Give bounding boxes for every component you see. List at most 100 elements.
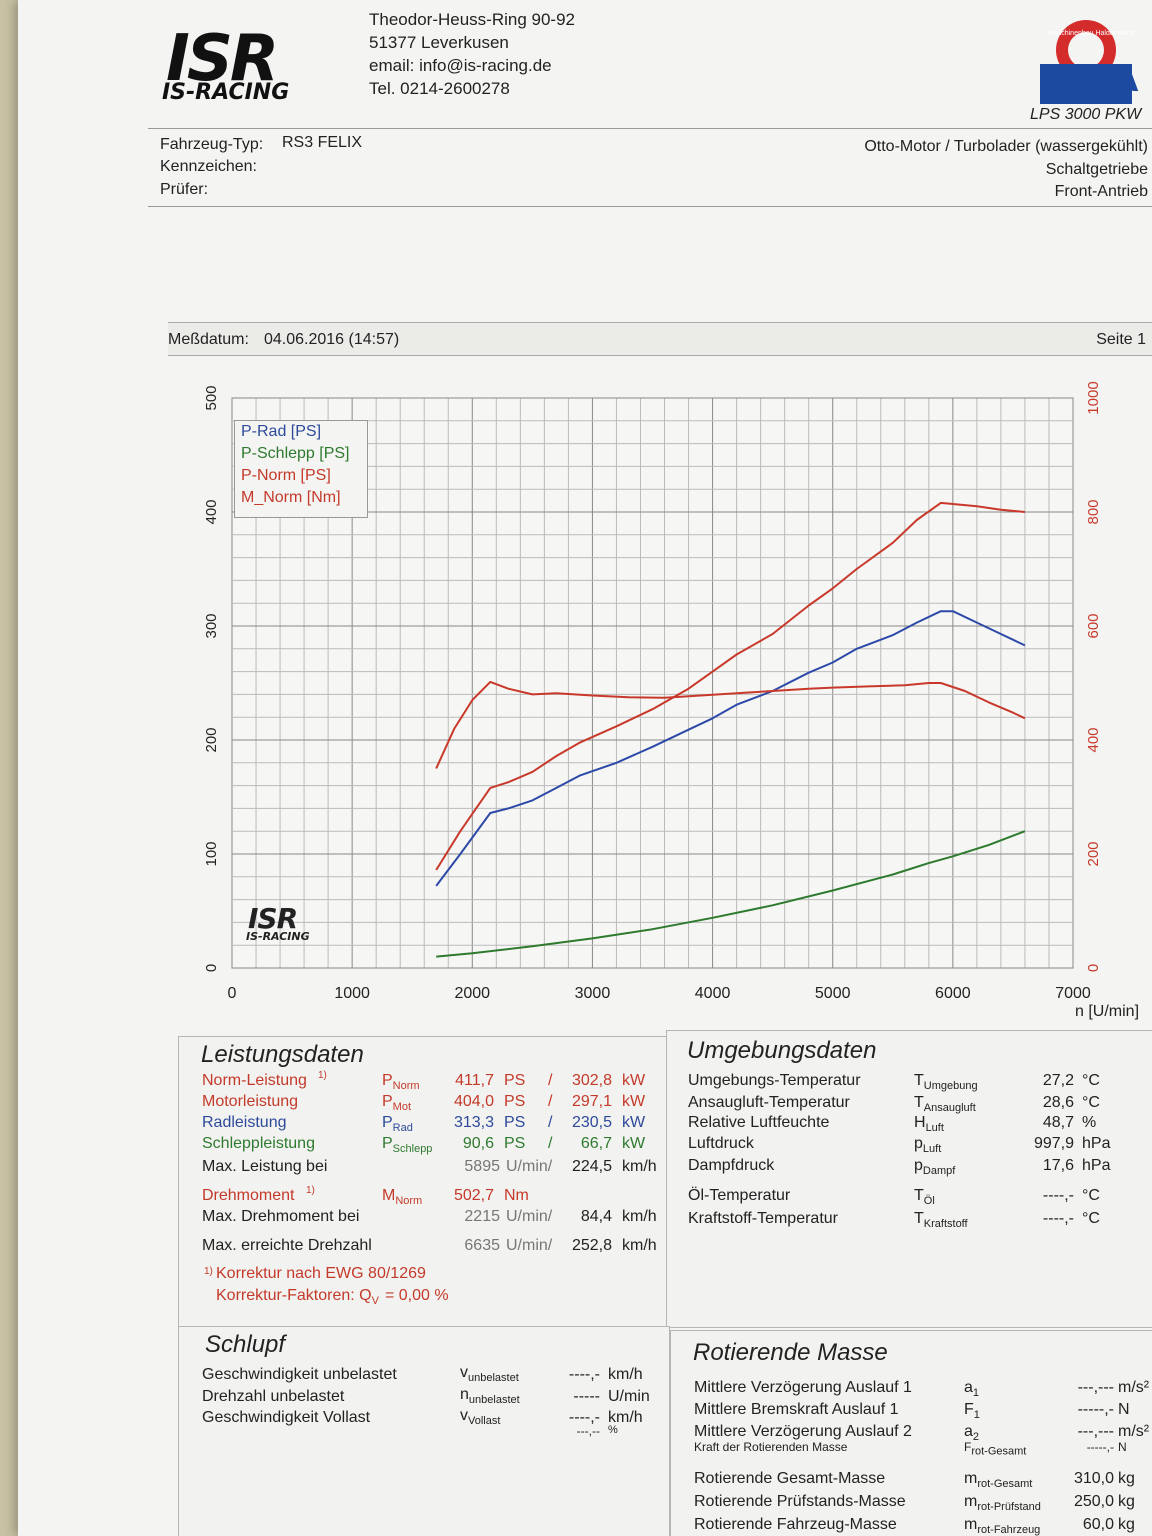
model-label: LPS 3000 PKW (1030, 106, 1142, 123)
max-rpm: 6635 (464, 1237, 500, 1254)
page-number: Seite 1 (1096, 331, 1146, 348)
slip-label: Drehzahl unbelastet (202, 1388, 345, 1405)
mass-unit: m/s² (1118, 1379, 1150, 1396)
env-symbol: TKraftstoff (914, 1210, 968, 1231)
date-value: 04.06.2016 (14:57) (264, 331, 400, 348)
x-tick-label: 0 (228, 985, 237, 1002)
leistung-title: Leistungsdaten (201, 1041, 364, 1068)
measure-bar: Meßdatum: 04.06.2016 (14:57) Seite 1 (168, 322, 1152, 356)
env-label: Umgebungs-Temperatur (688, 1072, 861, 1089)
separator: / (548, 1072, 553, 1089)
torque-unit: Nm (504, 1187, 529, 1204)
slip-value: ----- (573, 1388, 600, 1405)
env-value: 17,6 (1042, 1157, 1074, 1174)
power-kw-unit: kW (622, 1114, 646, 1131)
torque-symbol: MNorm (382, 1187, 423, 1208)
legend-p-norm: P-Norm [PS] (241, 467, 331, 484)
env-value: ----,- (1042, 1210, 1074, 1227)
chart-logo-sub: IS-RACING (246, 930, 310, 943)
y-left-tick-label: 400 (203, 499, 220, 524)
power-ps-value: 313,3 (453, 1114, 494, 1131)
power-symbol: PRad (382, 1114, 413, 1135)
divider (148, 206, 1152, 207)
separator: / (548, 1135, 553, 1152)
y-right-tick-label: 800 (1085, 499, 1102, 524)
legend-p-rad: P-Rad [PS] (241, 423, 322, 440)
chart-logo: ISR (248, 902, 298, 935)
max-power-label: Max. Leistung bei (202, 1158, 328, 1175)
env-symbol: TAnsaugluft (914, 1094, 976, 1115)
env-label: Relative Luftfeuchte (688, 1114, 830, 1131)
is-racing-logo: IS-RACING (162, 80, 290, 105)
max-torque-label: Max. Drehmoment bei (202, 1208, 360, 1225)
separator: / (548, 1114, 553, 1131)
mass-value: 250,0 (1073, 1493, 1114, 1510)
env-unit: °C (1082, 1187, 1100, 1204)
mass-unit: kg (1118, 1470, 1135, 1487)
env-unit: hPa (1082, 1157, 1111, 1174)
env-label: Dampfdruck (688, 1157, 775, 1174)
power-kw-value: 66,7 (580, 1135, 612, 1152)
chart-legend: P-Rad [PS] P-Schlepp [PS] P-Norm [PS] M_… (234, 420, 368, 518)
y-right-tick-label: 200 (1085, 841, 1102, 866)
mass-symbol: F1 (964, 1401, 980, 1422)
separator: / (548, 1093, 553, 1110)
max-power-rpm: 5895 (464, 1158, 500, 1175)
speed-unit: km/h (622, 1237, 657, 1254)
power-symbol: PSchlepp (382, 1135, 433, 1156)
power-kw-unit: kW (622, 1135, 646, 1152)
torque-label: Drehmoment (202, 1187, 295, 1204)
mass-label: Rotierende Fahrzeug-Masse (694, 1516, 897, 1533)
vehicle-type-label: Fahrzeug-Typ: (160, 136, 264, 153)
maha-ring-text: Maschinenbau Haldenwang (1048, 30, 1135, 37)
x-axis-label: n [U/min] (1075, 1003, 1139, 1020)
env-symbol: pDampf (914, 1157, 956, 1178)
footnote-marker: 1) (318, 1070, 327, 1081)
mass-value: 60,0 (1082, 1516, 1114, 1533)
y-left-tick-label: 300 (203, 613, 220, 638)
slip-symbol: vVollast (460, 1407, 501, 1428)
max-rpm-label: Max. erreichte Drehzahl (202, 1237, 372, 1254)
power-ps-unit: PS (504, 1114, 526, 1131)
series-p-norm-line (435, 501, 1025, 871)
y-right-tick-label: 0 (1085, 964, 1102, 972)
env-symbol: HLuft (914, 1114, 944, 1135)
power-label: Norm-Leistung (202, 1072, 307, 1089)
slip-unit: km/h (608, 1366, 643, 1383)
y-left-tick-label: 0 (203, 964, 220, 972)
mass-value: 310,0 (1073, 1470, 1114, 1487)
power-symbol: PNorm (382, 1072, 420, 1093)
date-label: Meßdatum: (168, 331, 249, 348)
mass-symbol: mrot-Fahrzeug (964, 1516, 1041, 1536)
torque-value: 502,7 (453, 1187, 494, 1204)
slip-unit: % (608, 1424, 618, 1436)
power-symbol: PMot (382, 1093, 412, 1114)
x-tick-label: 2000 (454, 985, 490, 1002)
mass-value: -----,- (1077, 1401, 1114, 1418)
correction-note: Korrektur nach EWG 80/1269 (216, 1265, 426, 1282)
env-value: 27,2 (1042, 1072, 1074, 1089)
mass-value: -----,- (1086, 1440, 1114, 1454)
power-ps-unit: PS (504, 1135, 526, 1152)
power-kw-unit: kW (622, 1093, 646, 1110)
slip-value: ----,- (568, 1409, 600, 1426)
y-right-tick-label: 1000 (1085, 381, 1102, 414)
power-ps-value: 90,6 (462, 1135, 494, 1152)
env-unit: °C (1082, 1094, 1100, 1111)
y-left-tick-label: 200 (203, 727, 220, 752)
mass-unit: kg (1118, 1516, 1135, 1533)
mass-unit: kg (1118, 1493, 1135, 1510)
mass-label: Rotierende Prüfstands-Masse (694, 1493, 906, 1510)
speed-unit: km/h (622, 1208, 657, 1225)
mass-label: Kraft der Rotierenden Masse (694, 1440, 848, 1454)
mass-unit: m/s² (1118, 1423, 1150, 1440)
mass-symbol: a2 (964, 1423, 980, 1444)
mass-symbol: a1 (964, 1379, 980, 1400)
mass-symbol: Frot-Gesamt (964, 1440, 1027, 1458)
power-kw-value: 230,5 (571, 1114, 612, 1131)
address-line-1: Theodor-Heuss-Ring 90-92 (369, 10, 575, 29)
maha-logo-text: MAHA (1040, 64, 1138, 99)
drive-type: Front-Antrieb (1054, 183, 1148, 200)
slip-symbol: nunbelastet (460, 1386, 520, 1407)
